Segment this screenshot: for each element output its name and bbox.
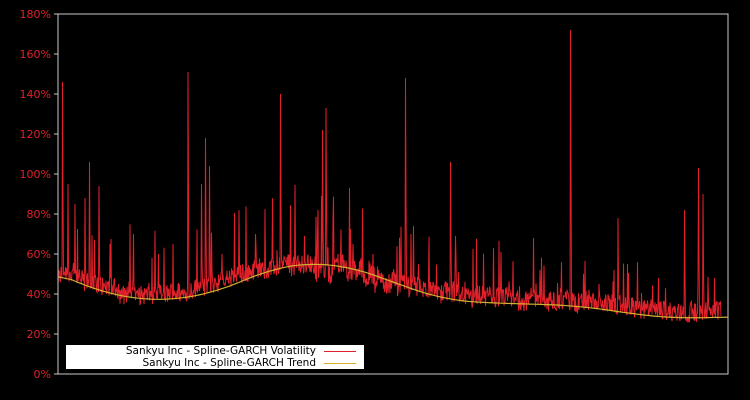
legend: Sankyu Inc - Spline-GARCH Volatility San… — [66, 345, 364, 369]
plot-frame — [57, 13, 729, 375]
y-tick-label: 80% — [27, 208, 51, 221]
y-tick-label: 120% — [20, 128, 51, 141]
y-tick-label: 180% — [20, 8, 51, 21]
trend-series — [57, 263, 729, 319]
y-tick-label: 140% — [20, 88, 51, 101]
y-axis: 0% 20% 40% 60% 80% 100% 120% 140% 160% 180% — [20, 8, 58, 381]
legend-item-trend: Sankyu Inc - Spline-GARCH Trend — [142, 357, 356, 369]
y-tick-label: 20% — [27, 328, 51, 341]
legend-item-volatility: Sankyu Inc - Spline-GARCH Volatility — [126, 345, 356, 357]
legend-label-trend: Sankyu Inc - Spline-GARCH Trend — [142, 357, 316, 369]
legend-swatch-volatility — [324, 350, 356, 352]
legend-swatch-trend — [324, 362, 356, 364]
legend-label-volatility: Sankyu Inc - Spline-GARCH Volatility — [125, 345, 316, 357]
y-tick-label: 160% — [20, 48, 51, 61]
y-tick-label: 100% — [20, 168, 51, 181]
y-tick-label: 60% — [27, 248, 51, 261]
y-tick-label: 40% — [27, 288, 51, 301]
y-tick-label: 0% — [34, 368, 51, 381]
trend-line — [57, 263, 729, 319]
